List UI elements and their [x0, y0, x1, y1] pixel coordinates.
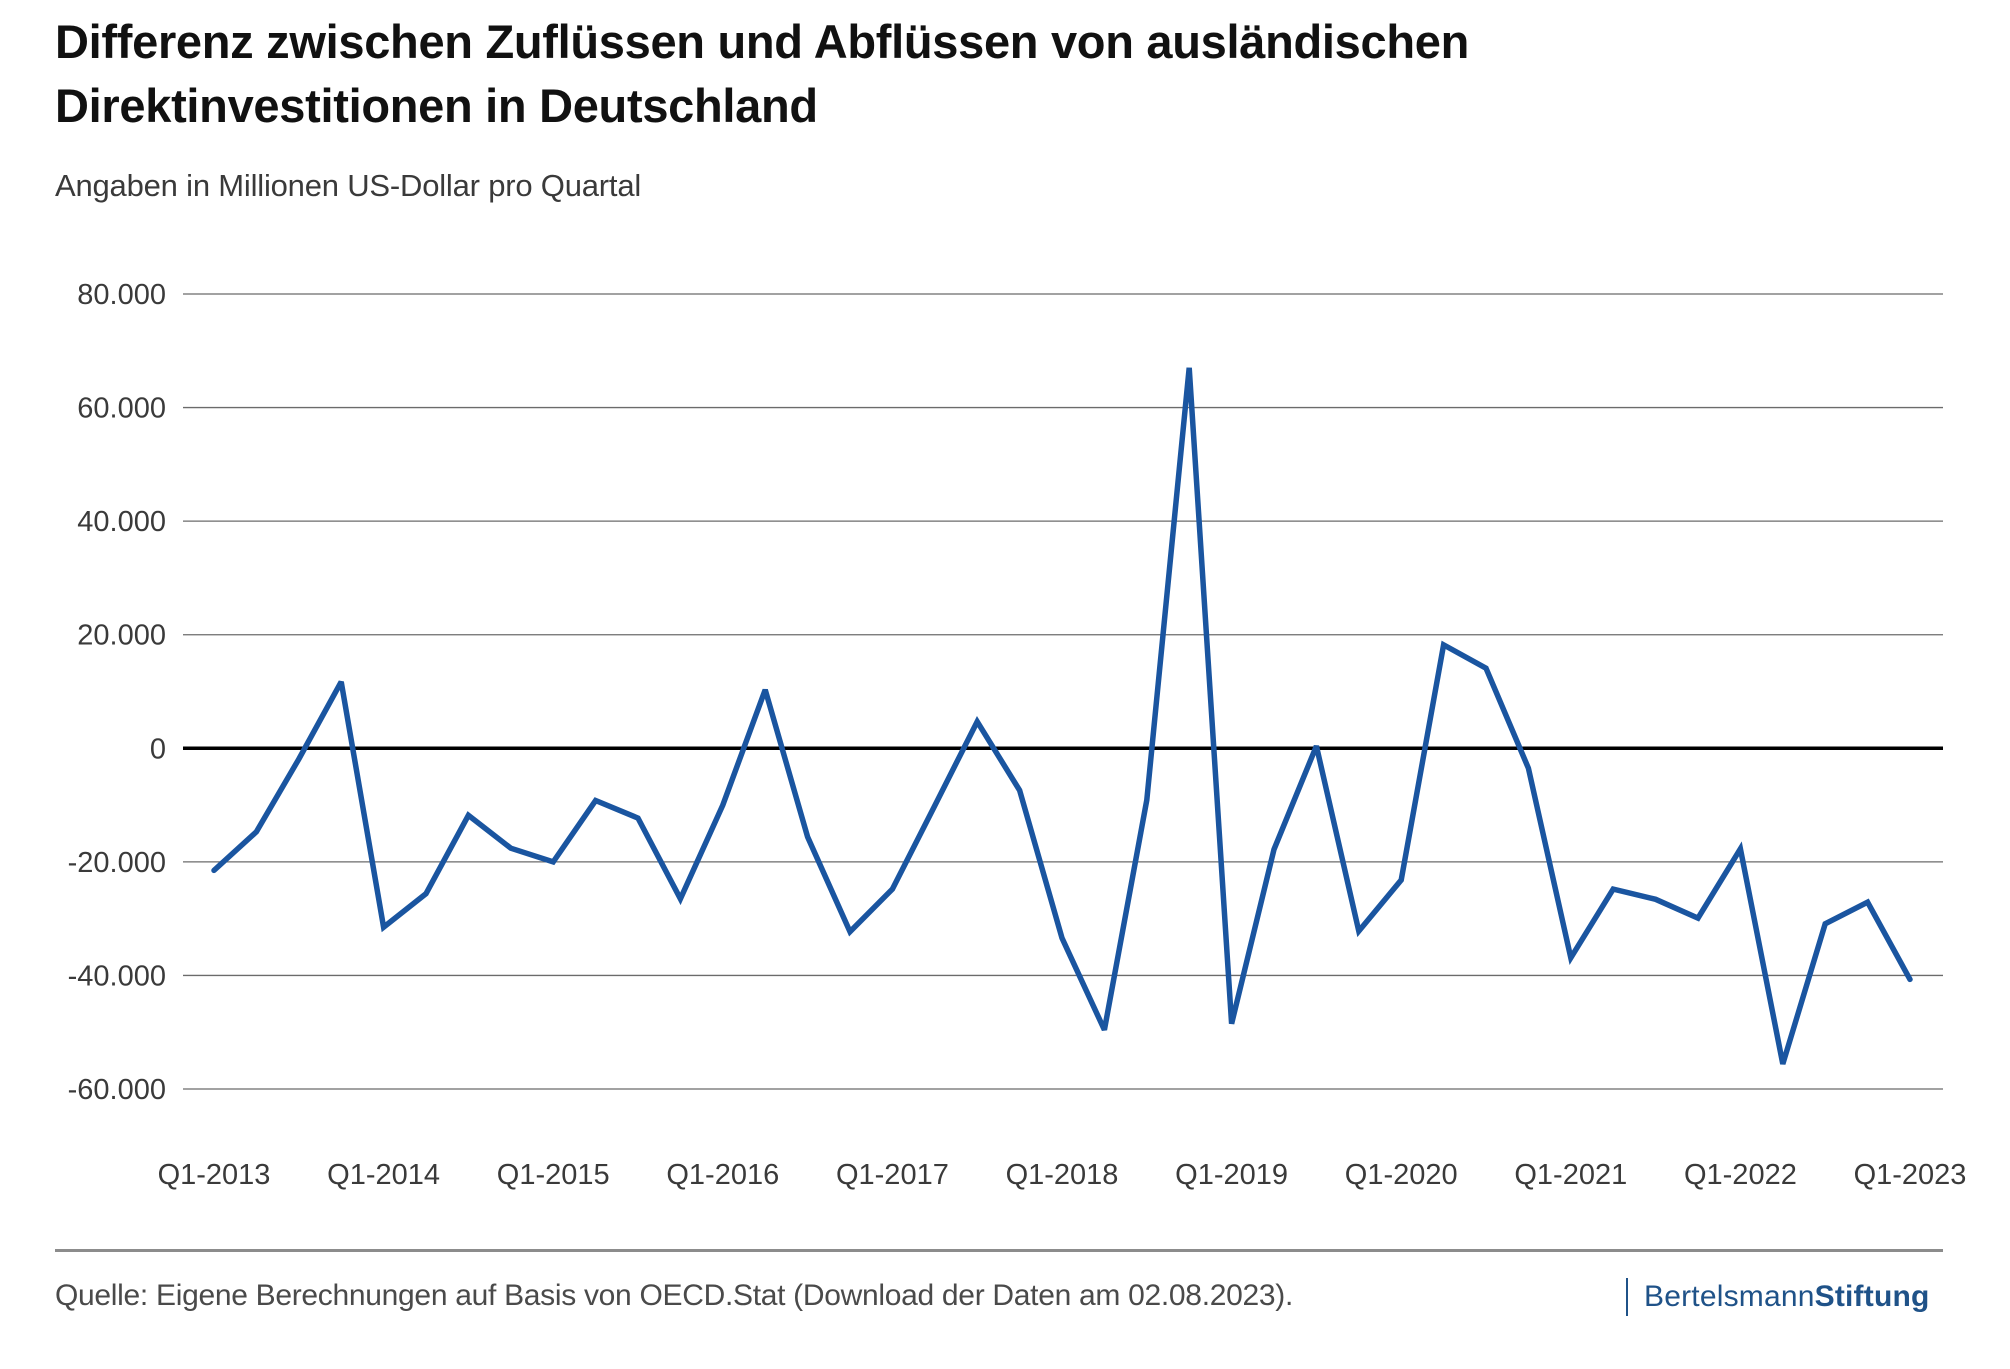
y-tick-label: 0: [150, 733, 166, 765]
series-layer: [211, 367, 1913, 1065]
x-tick-label: Q1-2013: [158, 1159, 271, 1191]
chart-subtitle: Angaben in Millionen US-Dollar pro Quart…: [55, 168, 642, 203]
x-tick-label: Q1-2018: [1006, 1159, 1119, 1191]
logo-text-bold: Stiftung: [1814, 1280, 1930, 1313]
series-line: [211, 367, 1913, 1065]
y-tick-label: 60.000: [77, 393, 166, 425]
x-tick-label: Q1-2014: [327, 1159, 440, 1191]
y-tick-label: 80.000: [77, 279, 166, 311]
x-tick-label: Q1-2023: [1854, 1159, 1967, 1191]
logo-text: BertelsmannStiftung: [1644, 1280, 1930, 1314]
x-tick-label: Q1-2019: [1175, 1159, 1288, 1191]
x-tick-label: Q1-2021: [1514, 1159, 1627, 1191]
x-tick-label: Q1-2020: [1345, 1159, 1458, 1191]
bertelsmann-stiftung-logo: BertelsmannStiftung: [1626, 1278, 1930, 1316]
x-tick-label: Q1-2017: [836, 1159, 949, 1191]
x-tick-label: Q1-2016: [666, 1159, 779, 1191]
y-tick-label: -60.000: [68, 1074, 166, 1106]
y-axis-tick-labels: 80.000 60.000 40.000 20.000 0 -20.000 -40.000 -…: [68, 279, 166, 1106]
y-tick-label: 20.000: [77, 620, 166, 652]
logo-divider-bar: [1626, 1278, 1628, 1316]
footer-divider: [55, 1249, 1943, 1252]
chart-title: Differenz zwischen Zuflüssen und Abflüss…: [55, 10, 1755, 138]
chart-title-line-2: Direktinvestitionen in Deutschland: [55, 79, 818, 132]
source-note: Quelle: Eigene Berechnungen auf Basis vo…: [55, 1279, 1293, 1312]
y-tick-label: 40.000: [77, 506, 166, 538]
x-tick-label: Q1-2015: [497, 1159, 610, 1191]
logo-text-regular: Bertelsmann: [1644, 1280, 1815, 1313]
x-axis-tick-labels: Q1-2013 Q1-2014 Q1-2015 Q1-2016 Q1-2017 Q1-20…: [158, 1159, 1967, 1191]
y-tick-label: -20.000: [68, 847, 166, 879]
chart-title-line-1: Differenz zwischen Zuflüssen und Abflüss…: [55, 15, 1469, 68]
gridlines: [183, 293, 1943, 1090]
y-tick-label: -40.000: [68, 960, 166, 992]
x-tick-label: Q1-2022: [1684, 1159, 1797, 1191]
